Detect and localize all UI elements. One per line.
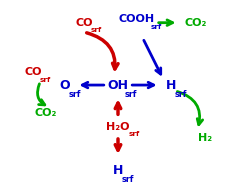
Text: srf: srf	[40, 77, 51, 83]
Text: H: H	[166, 79, 176, 91]
Text: srf: srf	[91, 27, 102, 33]
Text: CO: CO	[75, 18, 93, 28]
Text: OH: OH	[108, 79, 128, 91]
Text: srf: srf	[151, 24, 162, 30]
Text: H₂: H₂	[198, 133, 212, 143]
Text: srf: srf	[174, 90, 187, 99]
Text: CO₂: CO₂	[35, 108, 57, 118]
Text: CO: CO	[24, 67, 42, 77]
Text: srf: srf	[121, 175, 134, 184]
Text: H: H	[113, 164, 123, 177]
Text: srf: srf	[125, 90, 137, 99]
Text: O: O	[60, 79, 70, 91]
Text: CO₂: CO₂	[184, 18, 207, 28]
Text: COOH: COOH	[119, 14, 155, 24]
Text: srf: srf	[68, 90, 81, 99]
Text: H₂O: H₂O	[106, 122, 130, 132]
Text: srf: srf	[128, 131, 139, 137]
